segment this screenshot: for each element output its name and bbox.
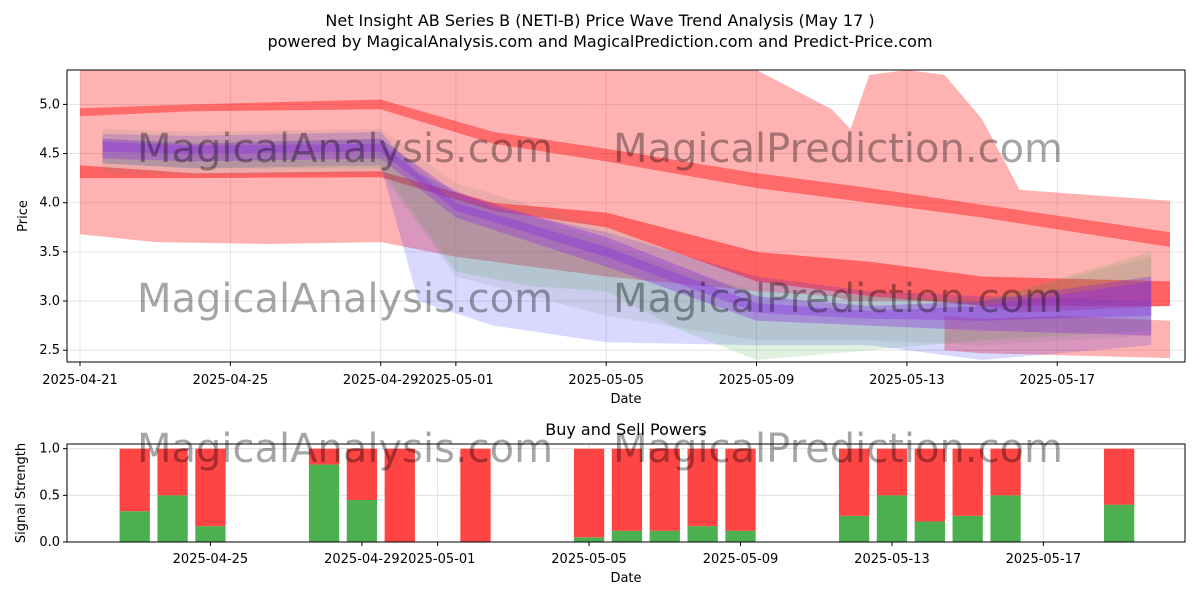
band-blue-band (102, 131, 1152, 360)
signal-x-label: Date (610, 571, 641, 586)
buy-bar (649, 530, 680, 542)
sell-bar (725, 448, 756, 531)
buy-bar (952, 515, 983, 542)
sell-bar (838, 448, 870, 516)
price-y-tick-label: 5.0 (39, 97, 60, 112)
buy-bar (195, 526, 226, 542)
price-x-tick-label: 2025-05-01 (418, 373, 494, 388)
price-wave-chart: MagicalAnalysis.com MagicalPrediction.co… (16, 69, 1186, 407)
buy-bar (990, 495, 1021, 542)
buy-sell-chart: Buy and Sell Powers MagicalAnalysis.com … (14, 420, 1186, 586)
sell-bar (611, 448, 643, 531)
buy-bar (687, 526, 718, 542)
chart-title: Net Insight AB Series B (NETI-B) Price W… (325, 11, 874, 30)
signal-x-tick-label: 2025-04-29 (324, 552, 400, 567)
sell-bar (119, 448, 150, 512)
band-purple-core (102, 141, 1152, 321)
watermark-analysis-bottom: MagicalAnalysis.com (137, 426, 553, 472)
price-bands (80, 70, 1170, 360)
price-x-label: Date (610, 392, 641, 407)
watermark-analysis-mid: MagicalAnalysis.com (137, 276, 553, 322)
sell-bar (1103, 448, 1135, 505)
buy-bar (157, 495, 188, 542)
signal-x-tick-label: 2025-04-25 (173, 552, 249, 567)
buy-bar (1103, 504, 1135, 542)
price-x-tick-label: 2025-04-21 (42, 373, 118, 388)
price-y-label: Price (16, 200, 31, 232)
price-x-tick-label: 2025-05-13 (869, 373, 945, 388)
signal-y-label: Signal Strength (14, 443, 29, 543)
price-x-axis: 2025-04-21 2025-04-25 2025-04-29 2025-05-01… (42, 362, 1095, 388)
band-gray-band (102, 129, 1152, 346)
sell-bar (195, 448, 226, 527)
buy-bar (725, 530, 756, 542)
sell-bar (460, 448, 491, 542)
signal-x-axis: 2025-04-25 2025-04-29 2025-05-01 2025-05-05… (173, 542, 1082, 567)
sell-bar (687, 448, 718, 527)
signal-bars (119, 448, 1135, 542)
band-purple-band (102, 138, 1152, 336)
price-x-tick-label: 2025-04-25 (193, 373, 269, 388)
buy-sell-title: Buy and Sell Powers (545, 420, 707, 439)
buy-bar (914, 521, 945, 542)
price-x-tick-label: 2025-05-17 (1019, 373, 1095, 388)
price-plot-frame (66, 69, 1186, 363)
watermark-prediction-top: MagicalPrediction.com (613, 126, 1063, 172)
sell-bar (384, 448, 415, 542)
watermark-prediction-mid: MagicalPrediction.com (613, 276, 1063, 322)
band-wide-red-band (80, 70, 1170, 313)
sell-bar (649, 448, 680, 531)
buy-bar (308, 464, 340, 542)
price-x-tick-label: 2025-05-05 (568, 373, 644, 388)
sell-bar (573, 448, 605, 538)
price-y-tick-label: 4.5 (39, 147, 60, 162)
chart-subtitle: powered by MagicalAnalysis.com and Magic… (267, 32, 932, 51)
sell-bar (308, 448, 340, 465)
signal-x-tick-label: 2025-05-05 (551, 552, 627, 567)
price-y-tick-label: 4.0 (39, 196, 60, 211)
price-y-axis: 2.5 3.0 3.5 4.0 4.5 5.0 (39, 97, 67, 358)
buy-bar (611, 530, 643, 542)
price-y-tick-label: 3.5 (39, 245, 60, 260)
watermark-analysis-top: MagicalAnalysis.com (137, 126, 553, 172)
buy-bar (346, 500, 378, 542)
signal-x-tick-label: 2025-05-01 (400, 552, 476, 567)
price-grid (67, 70, 1185, 362)
price-x-tick-label: 2025-04-29 (343, 373, 419, 388)
price-y-tick-label: 2.5 (39, 343, 60, 358)
band-mid-red-stripe (80, 165, 1170, 306)
sell-bar (157, 448, 188, 496)
price-x-tick-label: 2025-05-09 (719, 373, 795, 388)
sell-bar (914, 448, 945, 522)
buy-bar (876, 495, 908, 542)
sell-bar (952, 448, 983, 516)
price-y-tick-label: 3.0 (39, 294, 60, 309)
signal-y-axis: 0.0 0.5 1.0 (39, 442, 67, 550)
buy-bar (119, 511, 150, 542)
signal-x-tick-label: 2025-05-13 (854, 552, 930, 567)
sell-bar (876, 448, 908, 496)
band-lower-red-band (944, 315, 1170, 359)
band-green-band (102, 138, 1152, 360)
buy-bar (838, 515, 870, 542)
signal-y-tick-label: 1.0 (39, 442, 60, 457)
signal-x-tick-label: 2025-05-17 (1006, 552, 1082, 567)
buy-bar (573, 537, 605, 542)
signal-y-tick-label: 0.0 (39, 535, 60, 550)
signal-y-tick-label: 0.5 (39, 488, 60, 503)
signal-x-tick-label: 2025-05-09 (703, 552, 779, 567)
sell-bar (346, 448, 378, 500)
sell-bar (990, 448, 1021, 496)
watermark-prediction-bottom: MagicalPrediction.com (613, 426, 1063, 472)
signal-plot-frame (66, 443, 1186, 543)
